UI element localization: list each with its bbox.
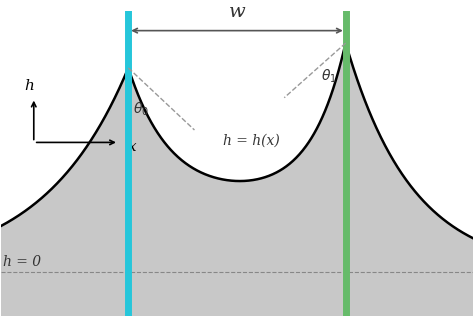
Text: h = 0: h = 0 bbox=[3, 255, 41, 269]
Text: $\theta_1$: $\theta_1$ bbox=[320, 68, 336, 85]
Text: $\theta_0$: $\theta_0$ bbox=[133, 100, 149, 118]
Text: h = h(x): h = h(x) bbox=[223, 133, 280, 147]
Text: x: x bbox=[128, 140, 137, 154]
Polygon shape bbox=[346, 43, 474, 316]
Text: w: w bbox=[228, 3, 246, 21]
Polygon shape bbox=[128, 42, 346, 316]
Text: h: h bbox=[24, 79, 34, 93]
Polygon shape bbox=[0, 68, 128, 316]
